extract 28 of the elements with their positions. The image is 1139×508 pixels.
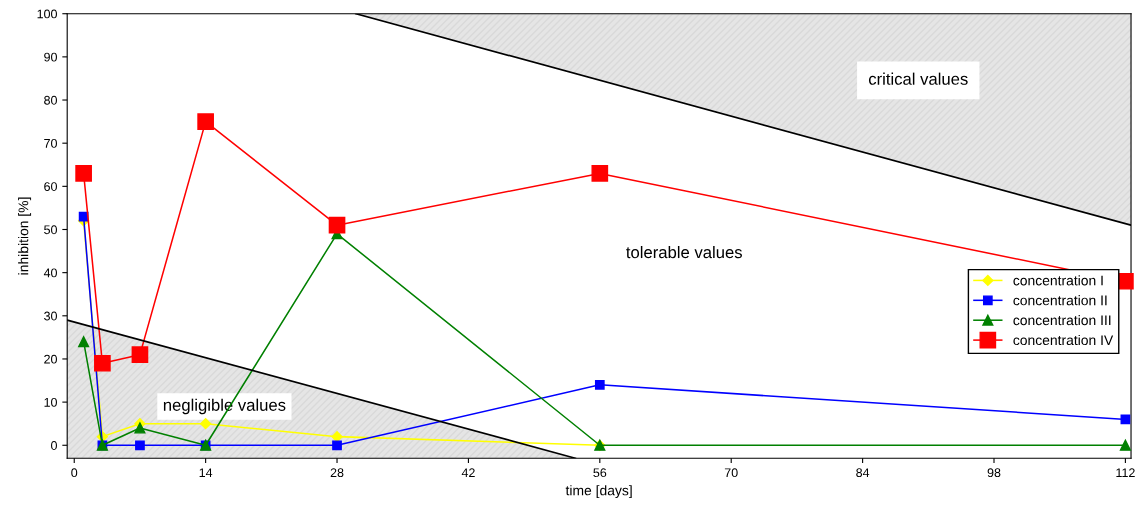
y-tick-label: 70 [44,138,57,148]
x-tick-label: 56 [593,468,607,478]
y-tick-label: 90 [44,52,57,62]
x-tick-label: 28 [330,468,344,478]
y-tick-label: 80 [44,95,57,105]
legend-label: concentration I [1013,275,1103,286]
y-tick-label: 50 [44,225,57,235]
y-tick-label: 100 [37,9,57,19]
x-tick-label: 42 [461,468,475,477]
legend-label: concentration III [1013,315,1111,326]
x-tick-label: 70 [724,468,738,478]
y-axis-title: inhibition [%] [18,197,32,275]
y-tick-label: 0 [51,441,57,450]
y-tick-label: 40 [43,268,57,278]
x-tick-label: 14 [199,468,213,477]
y-tick-label: 10 [44,397,57,407]
y-tick-label: 60 [44,182,57,191]
x-tick-label: 0 [71,468,78,478]
y-tick-label: 20 [44,354,57,364]
legend-label: concentration II [1013,295,1107,306]
x-tick-label: 98 [987,468,1001,478]
y-tick-label: 30 [44,311,57,321]
annotation: tolerable values [626,245,742,259]
annotation: critical values [868,72,968,85]
legend-label: concentration IV [1013,334,1114,346]
x-axis-title: time [days] [565,485,632,499]
x-tick-label: 84 [856,468,870,478]
x-tick-label: 112 [1116,468,1135,477]
